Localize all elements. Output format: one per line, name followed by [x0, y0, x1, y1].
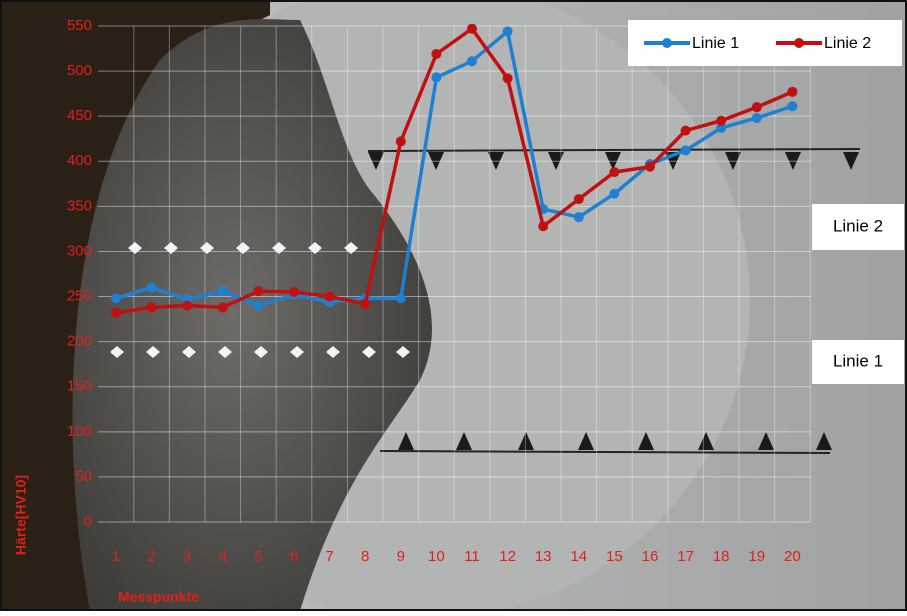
point	[289, 287, 299, 298]
x-tick-label: 2	[147, 548, 155, 565]
y-axis-label: Härte[HV10]	[13, 475, 29, 555]
point	[573, 212, 584, 223]
x-tick-label: 13	[535, 548, 552, 565]
point	[253, 300, 264, 311]
x-tick-label: 4	[219, 548, 227, 565]
x-tick-label: 19	[748, 548, 765, 565]
x-axis-label: Messpunkte	[118, 589, 199, 605]
x-tick-label: 1	[112, 548, 120, 565]
point	[111, 293, 121, 304]
point	[645, 161, 655, 172]
legend-label: Linie 1	[692, 35, 739, 52]
point	[573, 194, 584, 205]
point	[609, 167, 620, 178]
line	[115, 26, 794, 315]
x-tick-label: 10	[428, 548, 445, 565]
point	[217, 302, 228, 313]
point	[787, 101, 798, 112]
point	[502, 73, 513, 84]
x-tick-label: 9	[397, 548, 405, 565]
y-tick-label: 150	[67, 378, 92, 395]
annotation: Linie 1	[833, 351, 883, 370]
point	[217, 286, 228, 297]
point	[182, 300, 193, 311]
y-tick-label: 250	[67, 288, 92, 305]
legend-marker	[662, 38, 672, 48]
point	[395, 136, 406, 147]
y-tick-label: 450	[67, 107, 92, 124]
x-tick-label: 6	[290, 548, 298, 565]
point	[111, 307, 121, 318]
point	[502, 26, 513, 37]
point	[431, 48, 442, 59]
y-tick-label: 400	[67, 152, 92, 169]
point	[146, 302, 157, 313]
y-tick-label: 50	[75, 468, 92, 485]
x-tick-label: 7	[325, 548, 333, 565]
x-tick-label: 15	[606, 548, 623, 565]
point	[431, 72, 442, 83]
x-tick-label: 5	[254, 548, 262, 565]
point	[680, 125, 691, 136]
point	[395, 293, 406, 304]
legend-label: Linie 2	[824, 35, 871, 52]
point	[680, 145, 691, 156]
x-tick-label: 16	[642, 548, 659, 565]
x-tick-label: 11	[464, 548, 480, 565]
y-tick-label: 350	[67, 197, 92, 214]
annotation-box	[812, 204, 904, 250]
point	[751, 102, 762, 113]
y-tick-label: 550	[67, 17, 92, 34]
point	[787, 86, 798, 97]
x-tick-label: 8	[361, 548, 369, 565]
point	[324, 291, 335, 302]
point	[146, 282, 157, 293]
y-tick-label: 0	[84, 513, 92, 530]
point	[467, 56, 477, 67]
x-tick-label: 14	[570, 548, 587, 565]
point	[360, 298, 371, 309]
x-tick-label: 12	[499, 548, 516, 565]
line	[115, 28, 793, 308]
plot	[111, 23, 798, 318]
y-tick-label: 300	[67, 242, 92, 259]
point	[751, 112, 762, 123]
x-tick-label: 20	[784, 548, 801, 565]
y-tick-label: 100	[67, 423, 92, 440]
x-tick-label: 17	[677, 548, 694, 565]
annotation: Linie 2	[833, 216, 883, 235]
point	[467, 23, 477, 34]
point	[609, 188, 620, 199]
point	[538, 221, 549, 232]
annotation-box	[812, 340, 904, 384]
x-tick-label: 3	[183, 548, 191, 565]
legend: Linie 1 Linie 2	[628, 20, 902, 66]
y-tick-label: 500	[67, 62, 92, 79]
x-tick-label: 18	[713, 548, 730, 565]
point	[716, 122, 727, 133]
point	[253, 286, 264, 297]
point	[716, 115, 727, 126]
legend-marker	[794, 38, 804, 48]
y-tick-label: 200	[67, 333, 92, 350]
